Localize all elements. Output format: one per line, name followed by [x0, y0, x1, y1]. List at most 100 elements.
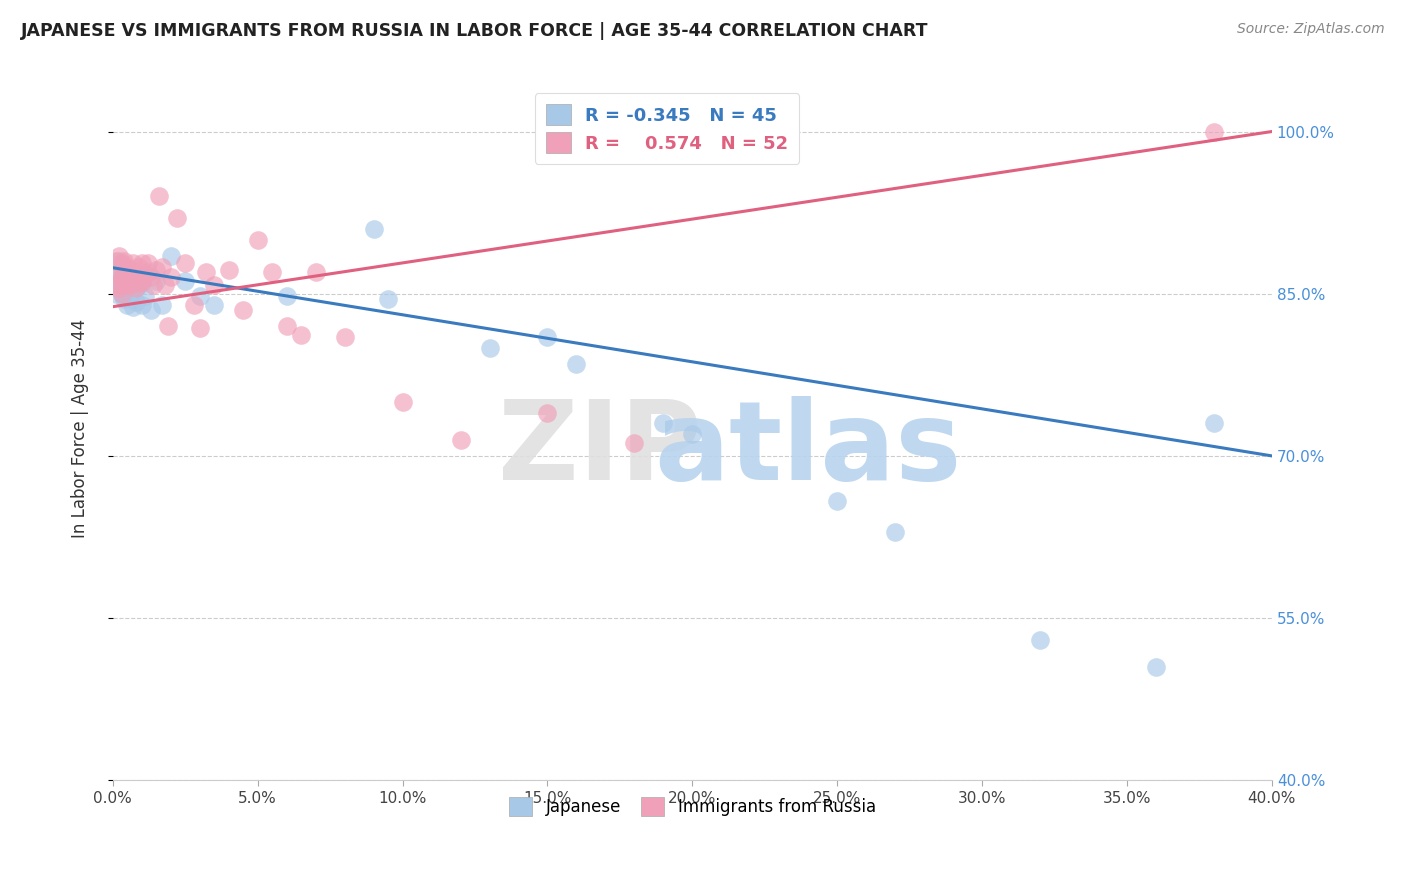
Point	[110, 286, 132, 301]
Point	[262, 265, 284, 279]
Point	[104, 278, 127, 293]
Point	[131, 276, 153, 290]
Point	[114, 254, 136, 268]
Point	[134, 267, 156, 281]
Point	[681, 427, 703, 442]
Point	[114, 265, 136, 279]
Point	[276, 289, 298, 303]
Point	[202, 278, 225, 293]
Point	[139, 270, 162, 285]
Point	[136, 256, 159, 270]
Point	[107, 276, 129, 290]
Point	[117, 260, 139, 274]
Point	[377, 292, 399, 306]
Point	[188, 321, 211, 335]
Point	[145, 274, 167, 288]
Point	[536, 406, 558, 420]
Point	[114, 292, 136, 306]
Text: ZIP: ZIP	[498, 396, 702, 503]
Point	[305, 265, 328, 279]
Point	[150, 297, 173, 311]
Point	[450, 433, 472, 447]
Point	[183, 297, 205, 311]
Point	[114, 278, 136, 293]
Point	[1202, 124, 1225, 138]
Point	[125, 265, 148, 279]
Point	[104, 286, 127, 301]
Legend: Japanese, Immigrants from Russia: Japanese, Immigrants from Russia	[501, 789, 884, 825]
Point	[128, 278, 150, 293]
Point	[125, 281, 148, 295]
Point	[202, 297, 225, 311]
Point	[122, 276, 145, 290]
Point	[232, 302, 254, 317]
Point	[107, 267, 129, 281]
Point	[120, 263, 142, 277]
Point	[117, 274, 139, 288]
Text: JAPANESE VS IMMIGRANTS FROM RUSSIA IN LABOR FORCE | AGE 35-44 CORRELATION CHART: JAPANESE VS IMMIGRANTS FROM RUSSIA IN LA…	[21, 22, 928, 40]
Point	[194, 265, 217, 279]
Point	[188, 289, 211, 303]
Point	[139, 302, 162, 317]
Point	[884, 524, 907, 539]
Y-axis label: In Labor Force | Age 35-44: In Labor Force | Age 35-44	[72, 319, 89, 539]
Point	[110, 260, 132, 274]
Point	[150, 260, 173, 274]
Point	[120, 270, 142, 285]
Point	[110, 286, 132, 301]
Point	[142, 278, 165, 293]
Point	[131, 256, 153, 270]
Point	[117, 284, 139, 298]
Point	[478, 341, 501, 355]
Point	[156, 319, 179, 334]
Point	[104, 265, 127, 279]
Point	[276, 319, 298, 334]
Point	[290, 327, 312, 342]
Point	[134, 289, 156, 303]
Point	[131, 274, 153, 288]
Point	[246, 233, 269, 247]
Point	[128, 276, 150, 290]
Point	[120, 289, 142, 303]
Point	[114, 265, 136, 279]
Point	[107, 249, 129, 263]
Point	[145, 263, 167, 277]
Point	[652, 417, 675, 431]
Point	[825, 494, 848, 508]
Point	[122, 256, 145, 270]
Point	[110, 270, 132, 285]
Text: atlas: atlas	[655, 396, 962, 503]
Point	[148, 189, 170, 203]
Point	[128, 260, 150, 274]
Point	[117, 276, 139, 290]
Point	[174, 256, 197, 270]
Point	[110, 256, 132, 270]
Point	[218, 263, 240, 277]
Point	[1029, 632, 1052, 647]
Point	[623, 436, 645, 450]
Point	[391, 394, 413, 409]
Point	[153, 278, 176, 293]
Point	[104, 254, 127, 268]
Point	[125, 281, 148, 295]
Point	[159, 249, 181, 263]
Point	[174, 274, 197, 288]
Point	[110, 270, 132, 285]
Point	[117, 297, 139, 311]
Point	[136, 265, 159, 279]
Point	[107, 254, 129, 268]
Point	[114, 278, 136, 293]
Point	[159, 270, 181, 285]
Point	[122, 300, 145, 314]
Point	[107, 281, 129, 295]
Point	[333, 330, 356, 344]
Point	[565, 357, 588, 371]
Point	[131, 297, 153, 311]
Point	[363, 222, 385, 236]
Point	[536, 330, 558, 344]
Point	[166, 211, 188, 225]
Point	[120, 278, 142, 293]
Point	[125, 295, 148, 310]
Point	[1144, 659, 1167, 673]
Point	[1202, 417, 1225, 431]
